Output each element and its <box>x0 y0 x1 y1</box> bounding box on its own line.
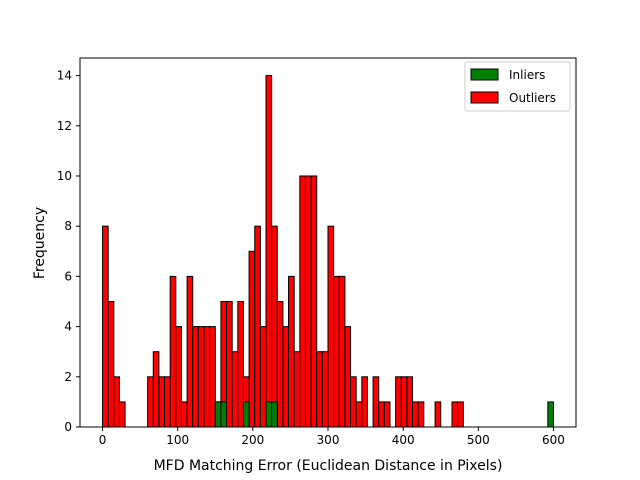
outliers-bar <box>158 376 166 428</box>
outliers-bar <box>350 376 357 428</box>
outliers-bar <box>327 225 335 428</box>
outliers-bar <box>271 225 278 428</box>
outliers-bar <box>237 300 244 428</box>
outliers-bar <box>321 351 329 428</box>
outliers-bar <box>209 326 216 428</box>
x-tick-label: 100 <box>166 433 189 447</box>
outliers-bar <box>417 401 425 428</box>
outliers-bar <box>254 225 261 428</box>
outliers-bar <box>304 175 312 428</box>
outliers-bar <box>451 401 459 428</box>
x-tick-label: 300 <box>317 433 340 447</box>
outliers-bar <box>338 275 346 428</box>
outliers-bar <box>412 401 419 428</box>
outliers-bar <box>361 376 368 428</box>
y-tick-label: 14 <box>57 69 72 83</box>
outliers-bar <box>175 326 182 428</box>
outliers-bar <box>152 351 160 428</box>
outliers-bar <box>344 326 352 428</box>
outliers-bar <box>395 376 402 428</box>
outliers-bar <box>293 351 301 428</box>
legend-label-inliers: Inliers <box>509 68 545 82</box>
outliers-bar <box>186 275 194 428</box>
outliers-bar <box>113 376 120 428</box>
y-tick-label: 8 <box>64 219 72 233</box>
x-axis-label: MFD Matching Error (Euclidean Distance i… <box>154 458 503 474</box>
outliers-bar <box>310 175 318 428</box>
outliers-bar <box>180 401 188 428</box>
outliers-bar <box>147 376 154 428</box>
y-tick-label: 6 <box>64 269 72 283</box>
outliers-bar <box>406 376 414 428</box>
y-tick-label: 10 <box>57 169 72 183</box>
outliers-bar <box>316 351 323 428</box>
outliers-bar <box>192 326 199 428</box>
legend-label-outliers: Outliers <box>509 91 556 105</box>
inliers-bar <box>265 401 273 428</box>
inliers-bar <box>220 401 228 428</box>
outliers-bar <box>372 376 380 428</box>
outliers-bar <box>288 275 295 428</box>
outliers-bar <box>107 300 115 428</box>
x-tick-label: 500 <box>467 433 490 447</box>
outliers-bar <box>383 401 391 428</box>
outliers-bar <box>276 300 284 428</box>
legend: Inliers Outliers <box>464 61 571 112</box>
outliers-bar <box>282 326 290 428</box>
outliers-bar <box>355 401 363 428</box>
x-axis-ticks: 0 100 200 300 400 500 600 <box>99 427 565 447</box>
outliers-bar <box>164 376 171 428</box>
outliers-bar <box>203 326 211 428</box>
outliers-bar <box>457 401 464 428</box>
outliers-bar <box>197 326 205 428</box>
outliers-bar <box>231 351 239 428</box>
outliers-bar <box>248 250 256 428</box>
inliers-bars <box>214 401 554 428</box>
x-tick-label: 600 <box>542 433 565 447</box>
outliers-bar <box>259 326 267 428</box>
outliers-bar <box>333 275 340 428</box>
inliers-bar <box>214 401 222 428</box>
legend-swatch-inliers <box>470 68 499 81</box>
y-axis-ticks: 0 2 4 6 8 10 12 14 <box>57 69 80 434</box>
y-tick-label: 12 <box>57 119 72 133</box>
outliers-bar <box>378 401 385 428</box>
outliers-bar <box>169 275 177 428</box>
x-tick-label: 200 <box>241 433 264 447</box>
legend-swatch-outliers <box>470 91 499 104</box>
inliers-bar <box>242 401 250 428</box>
outliers-bar <box>118 401 126 428</box>
x-tick-label: 0 <box>99 433 107 447</box>
outliers-bars <box>102 75 464 428</box>
y-tick-label: 2 <box>64 370 72 384</box>
outliers-bar <box>265 75 273 428</box>
inliers-bar <box>547 401 554 428</box>
outliers-bar <box>226 300 233 428</box>
outliers-bar <box>400 376 408 428</box>
outliers-bar <box>434 401 442 428</box>
x-tick-label: 400 <box>392 433 415 447</box>
outliers-bar <box>102 225 109 428</box>
y-tick-label: 4 <box>64 320 72 334</box>
y-tick-label: 0 <box>64 420 72 434</box>
y-axis-label: Frequency <box>32 207 48 279</box>
outliers-bar <box>299 175 306 428</box>
inliers-bar <box>271 401 278 428</box>
